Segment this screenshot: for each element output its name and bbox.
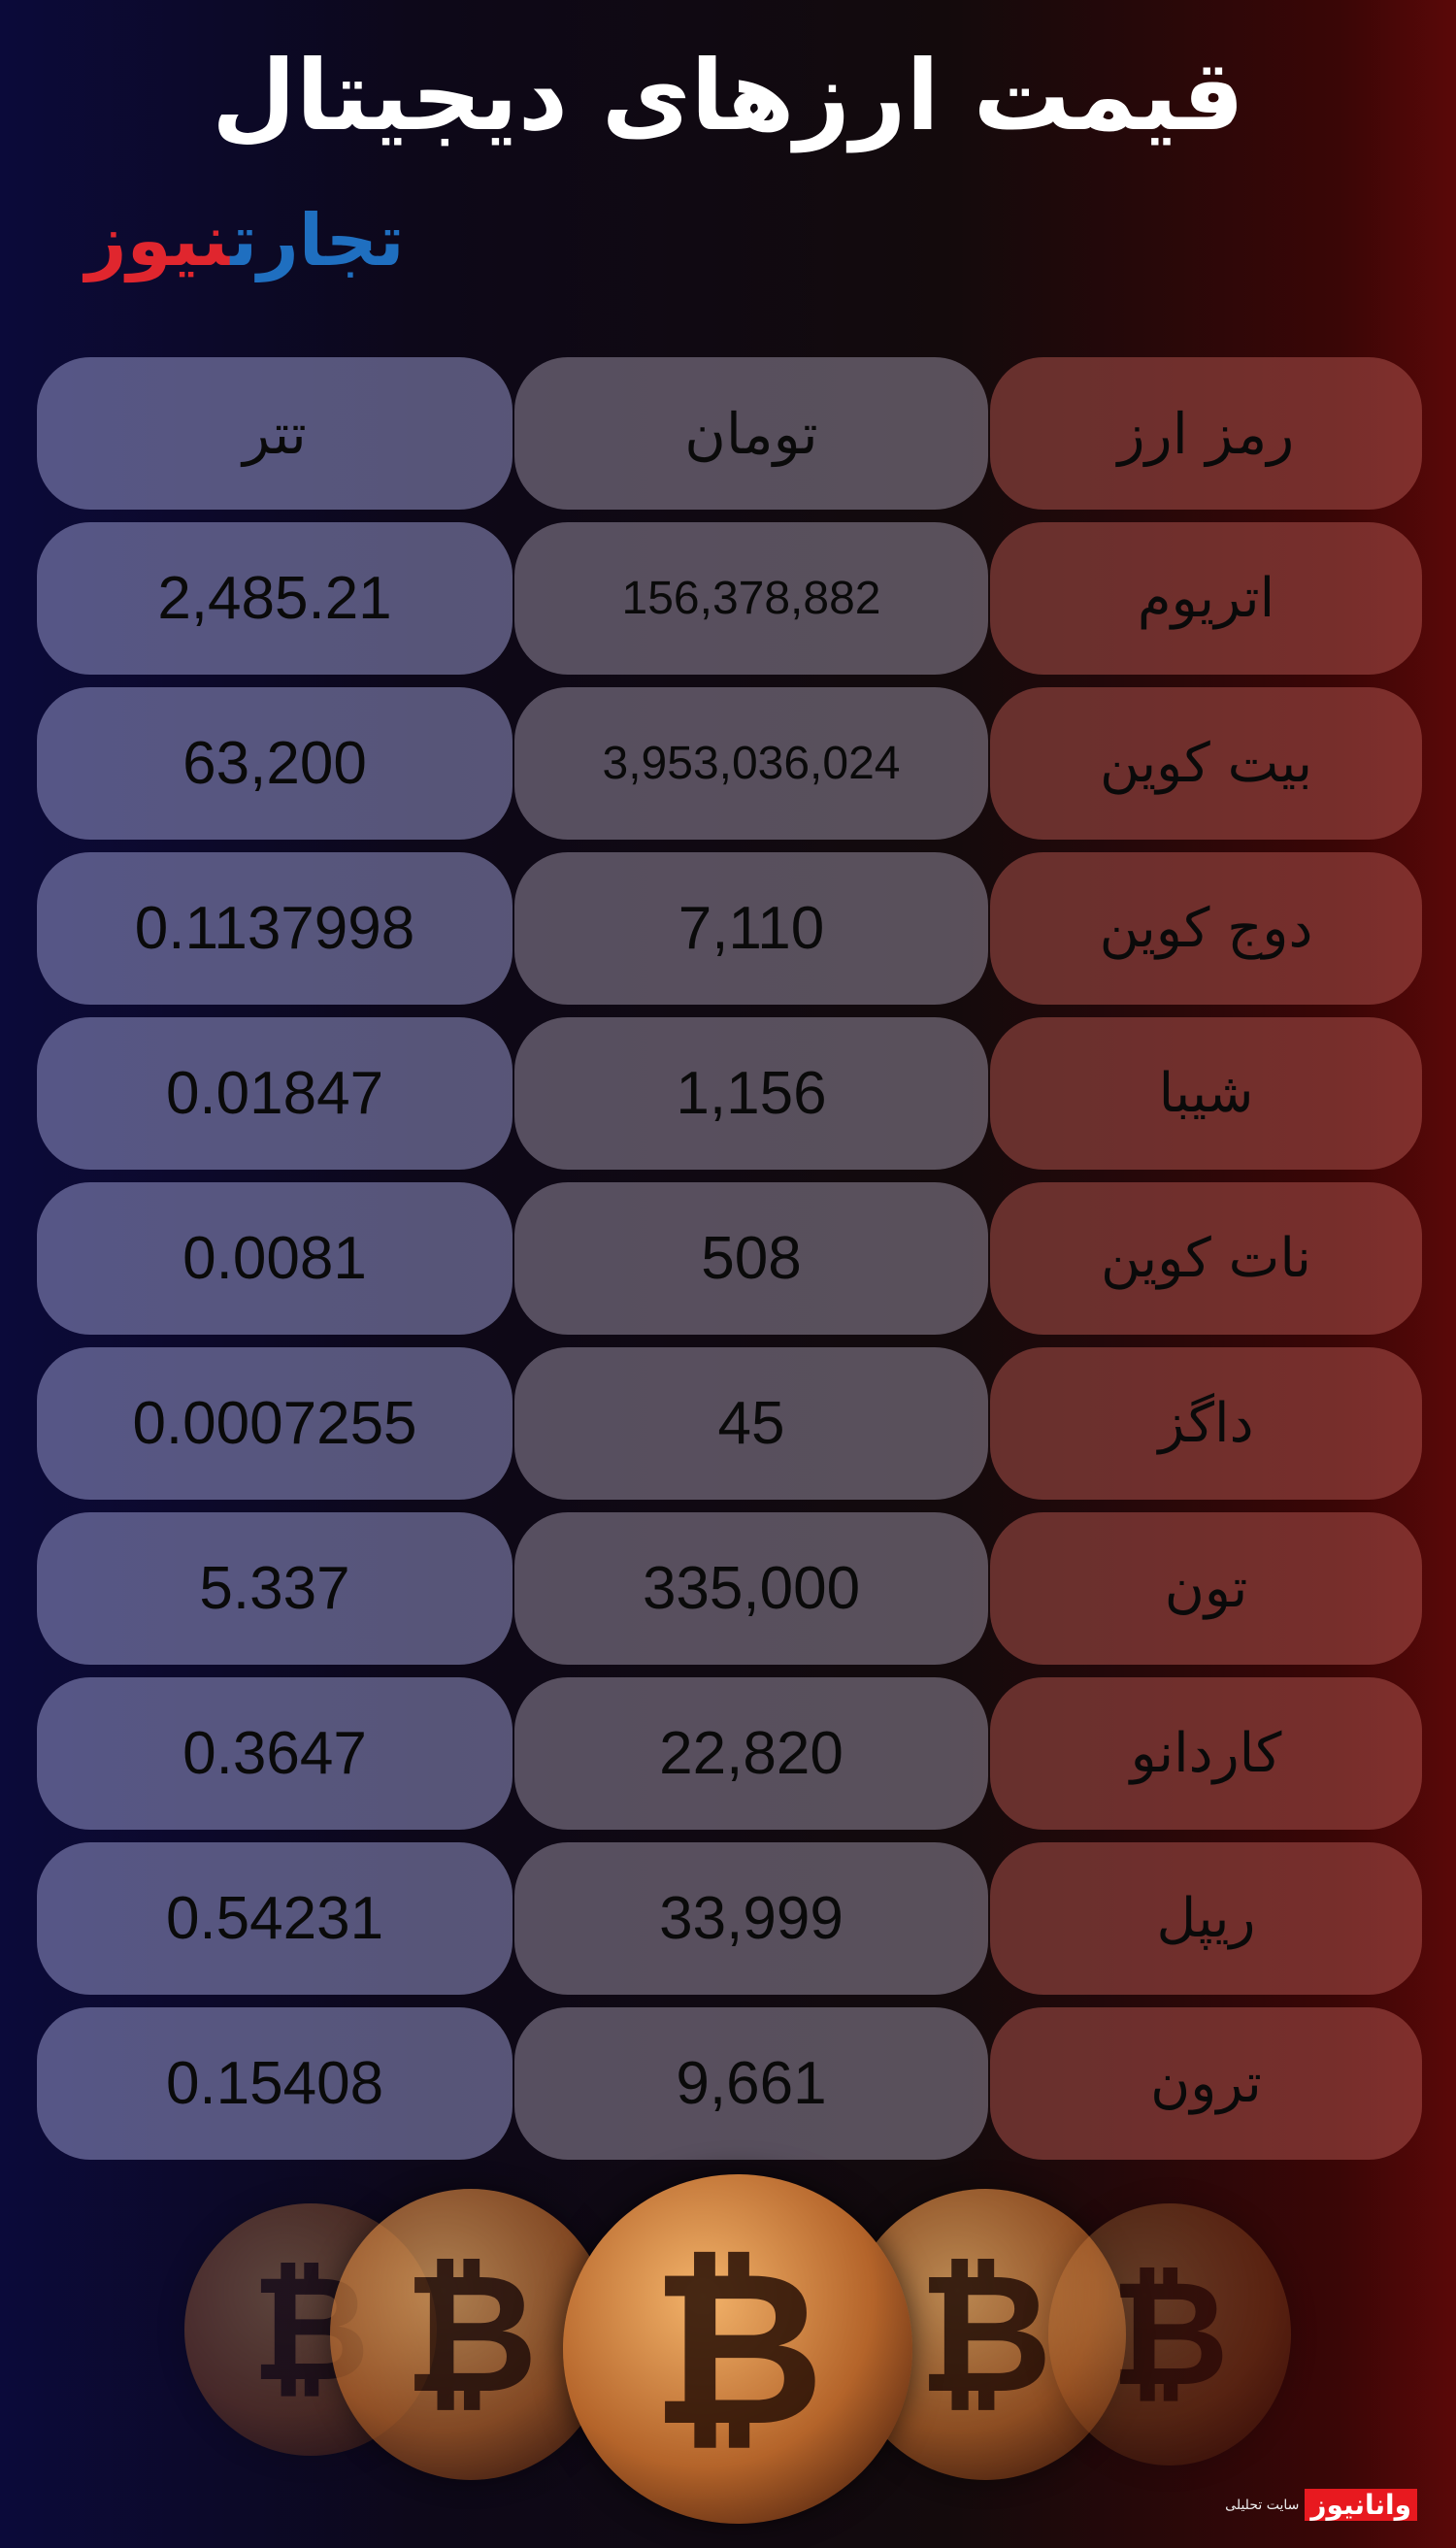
- cell-tether: 0.1137998: [37, 852, 513, 1005]
- cell-toman: 156,378,882: [514, 522, 988, 675]
- wana-news-watermark: وانانیوز سایت تحلیلی: [1225, 2489, 1417, 2521]
- table-row: 0.3647 22,820 کاردانو: [37, 1677, 1422, 1830]
- cell-name: داگز: [990, 1347, 1422, 1500]
- cell-name: شیبا: [990, 1017, 1422, 1170]
- cell-name: دوج کوین: [990, 852, 1422, 1005]
- cell-tether: 0.15408: [37, 2007, 513, 2160]
- cell-toman: 33,999: [514, 1842, 988, 1995]
- table-header: تتر تومان رمز ارز: [37, 357, 1422, 510]
- logo-part2: نیوز: [85, 199, 232, 282]
- table-row: 0.0007255 45 داگز: [37, 1347, 1422, 1500]
- cell-tether: 2,485.21: [37, 522, 513, 675]
- wana-brand: وانانیوز: [1305, 2489, 1417, 2521]
- table-row: 0.01847 1,156 شیبا: [37, 1017, 1422, 1170]
- logo-part1: تجارت: [230, 199, 406, 282]
- table-row: 63,200 3,953,036,024 بیت کوین: [37, 687, 1422, 840]
- cell-name: بیت کوین: [990, 687, 1422, 840]
- table-row: 5.337 335,000 تون: [37, 1512, 1422, 1665]
- bitcoin-coin-icon: ₿: [563, 2174, 912, 2524]
- cell-tether: 63,200: [37, 687, 513, 840]
- cell-toman: 3,953,036,024: [514, 687, 988, 840]
- cell-toman: 9,661: [514, 2007, 988, 2160]
- cell-tether: 0.0081: [37, 1182, 513, 1335]
- wana-tagline: سایت تحلیلی: [1225, 2497, 1300, 2513]
- cell-name: اتریوم: [990, 522, 1422, 675]
- cell-toman: 1,156: [514, 1017, 988, 1170]
- table-row: 2,485.21 156,378,882 اتریوم: [37, 522, 1422, 675]
- header-name: رمز ارز: [990, 357, 1422, 510]
- table-row: 0.1137998 7,110 دوج کوین: [37, 852, 1422, 1005]
- cell-name: کاردانو: [990, 1677, 1422, 1830]
- bitcoin-coins-image: ₿ ₿ ₿ ₿ ₿: [0, 2174, 1456, 2548]
- header-tether: تتر: [37, 357, 513, 510]
- cell-name: ترون: [990, 2007, 1422, 2160]
- bitcoin-coin-icon: ₿: [1048, 2203, 1291, 2465]
- header-toman: تومان: [514, 357, 988, 510]
- cell-toman: 508: [514, 1182, 988, 1335]
- cell-toman: 45: [514, 1347, 988, 1500]
- table-row: 0.54231 33,999 ریپل: [37, 1842, 1422, 1995]
- cell-tether: 0.01847: [37, 1017, 513, 1170]
- cell-toman: 335,000: [514, 1512, 988, 1665]
- bitcoin-coin-icon: ₿: [844, 2189, 1126, 2480]
- table-row: 0.0081 508 نات کوین: [37, 1182, 1422, 1335]
- cell-tether: 5.337: [37, 1512, 513, 1665]
- page-title: قیمت ارزهای دیجیتال: [212, 39, 1244, 152]
- cell-tether: 0.0007255: [37, 1347, 513, 1500]
- tejarat-news-logo: تجارتنیوز: [85, 199, 407, 282]
- cell-toman: 7,110: [514, 852, 988, 1005]
- cell-tether: 0.54231: [37, 1842, 513, 1995]
- table-row: 0.15408 9,661 ترون: [37, 2007, 1422, 2160]
- cell-tether: 0.3647: [37, 1677, 513, 1830]
- cell-name: تون: [990, 1512, 1422, 1665]
- cell-name: ریپل: [990, 1842, 1422, 1995]
- cell-name: نات کوین: [990, 1182, 1422, 1335]
- cell-toman: 22,820: [514, 1677, 988, 1830]
